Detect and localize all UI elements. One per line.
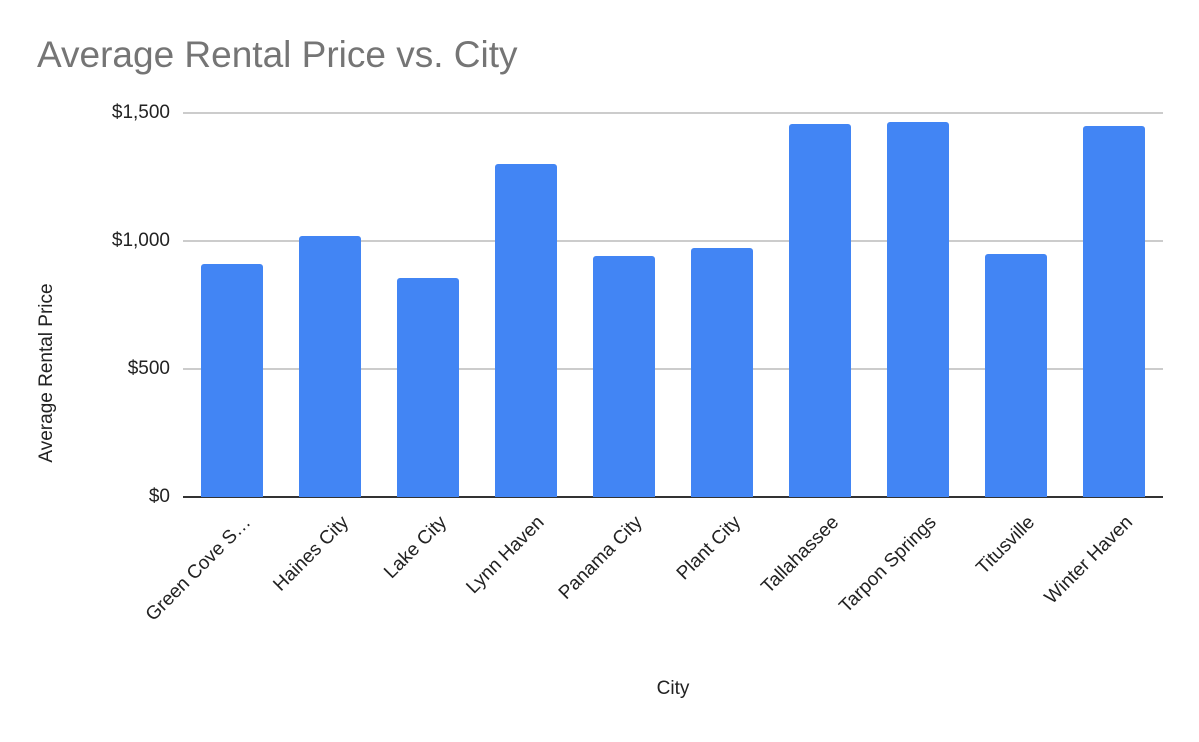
bar[interactable] xyxy=(593,256,655,497)
bar[interactable] xyxy=(1083,126,1145,497)
x-tick-label: Winter Haven xyxy=(1040,512,1137,609)
bar[interactable] xyxy=(691,247,753,497)
y-tick-label: $500 xyxy=(127,358,170,379)
chart-title: Average Rental Price vs. City xyxy=(37,34,518,75)
x-tick-label: Tarpon Springs xyxy=(835,512,941,618)
x-tick-label: Green Cove S… xyxy=(141,512,256,626)
x-axis-label: City xyxy=(656,678,690,699)
bar[interactable] xyxy=(397,278,459,497)
x-tick-label: Lynn Haven xyxy=(462,512,549,599)
x-tick-label: Lake City xyxy=(380,512,452,583)
bar[interactable] xyxy=(985,254,1047,497)
y-tick-label: $0 xyxy=(148,486,170,507)
x-tick-label: Panama City xyxy=(554,512,647,604)
bar[interactable] xyxy=(495,164,557,497)
x-tick-label: Plant City xyxy=(672,512,746,585)
gridline xyxy=(183,368,1163,370)
y-tick-label: $1,500 xyxy=(111,102,170,123)
gridline xyxy=(183,240,1163,242)
gridline xyxy=(183,112,1163,114)
x-tick-label: Tallahassee xyxy=(757,512,844,598)
bar[interactable] xyxy=(201,264,263,497)
x-tick-label: Titusville xyxy=(972,512,1040,579)
x-tick-label: Haines City xyxy=(269,512,354,596)
plot-area xyxy=(183,112,1163,498)
x-axis-baseline xyxy=(183,496,1163,498)
bar[interactable] xyxy=(299,235,361,497)
bar[interactable] xyxy=(789,124,851,497)
bar[interactable] xyxy=(887,121,949,497)
y-tick-label: $1,000 xyxy=(111,230,170,251)
